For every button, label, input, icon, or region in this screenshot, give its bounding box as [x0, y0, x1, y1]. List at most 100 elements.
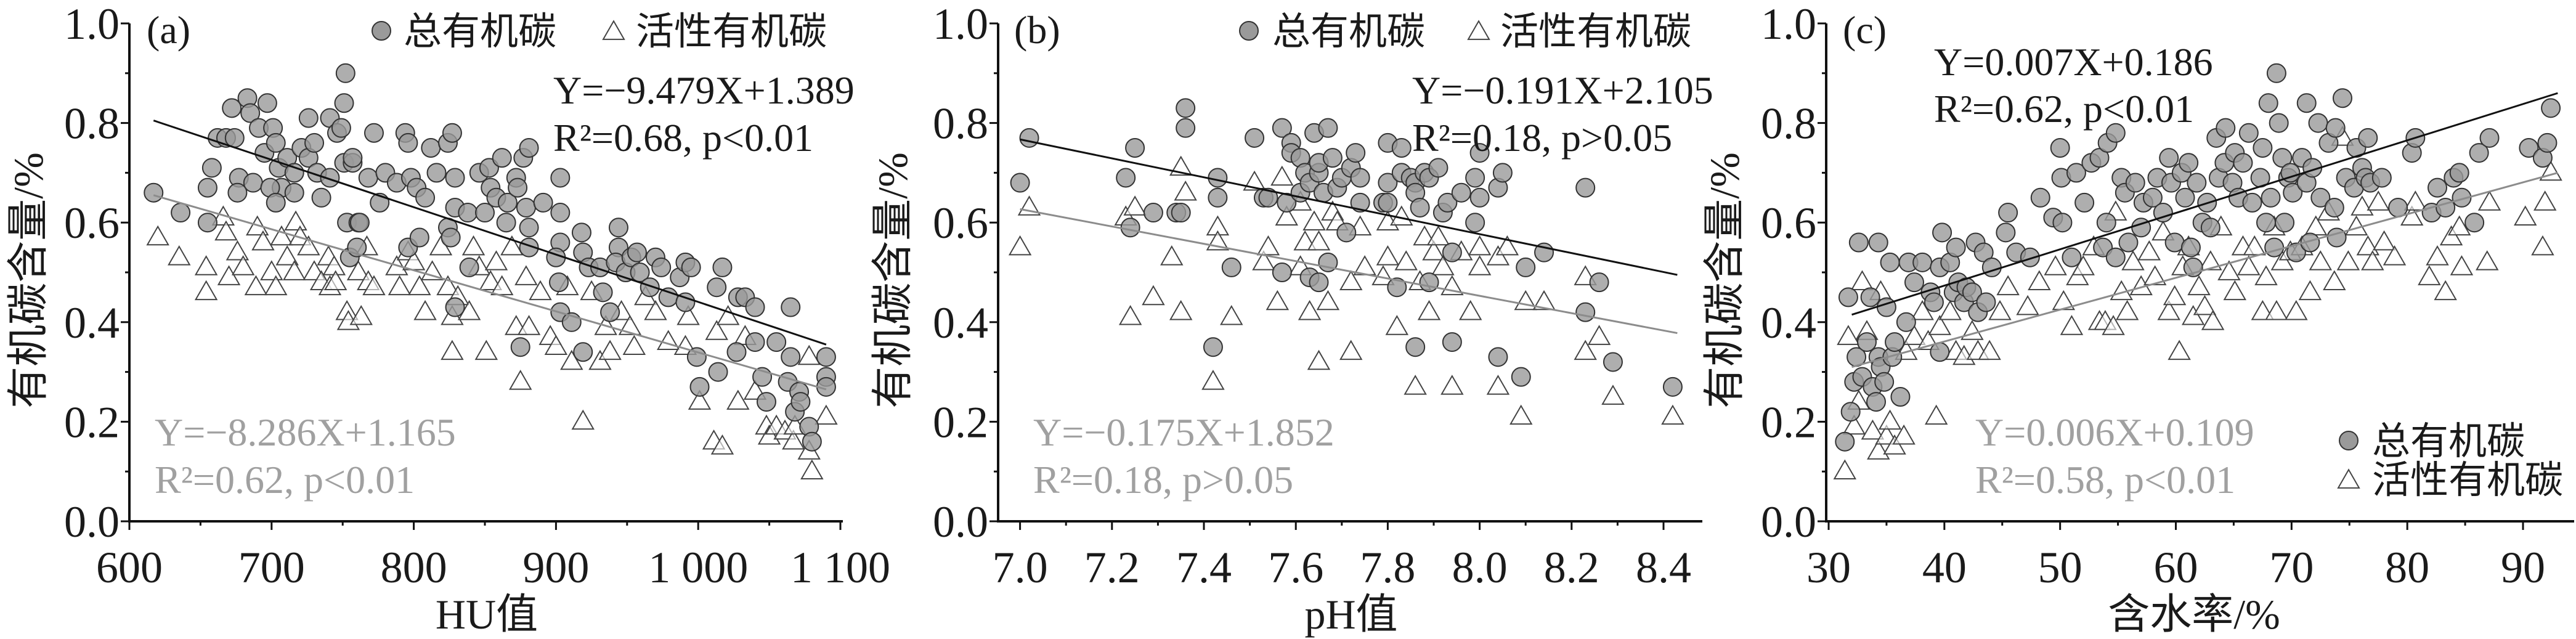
active-organic-carbon-point	[2447, 215, 2471, 236]
total-organic-carbon-point	[1245, 128, 1265, 148]
y-tick-label: 0.2	[1761, 397, 1816, 447]
active-organic-carbon-point	[2157, 299, 2180, 320]
active-organic-carbon-point	[1928, 315, 1952, 335]
active-organic-carbon-equation: Y=−8.286X+1.165	[155, 410, 456, 454]
active-organic-carbon-fit-line	[153, 194, 827, 391]
total-organic-carbon-point	[496, 213, 516, 233]
total-organic-carbon-point	[459, 257, 479, 277]
y-tick-label: 0.2	[933, 397, 988, 447]
total-organic-carbon-point	[492, 148, 512, 168]
total-organic-carbon-point	[1973, 242, 1994, 263]
active-organic-carbon-point	[2350, 195, 2374, 216]
active-organic-carbon-point	[2193, 295, 2217, 315]
total-organic-carbon-point	[475, 203, 495, 223]
total-organic-carbon-point	[1208, 187, 1228, 208]
x-tick-label: 30	[1806, 543, 1851, 592]
total-organic-carbon-point	[2238, 123, 2259, 143]
active-organic-carbon-point	[251, 230, 275, 251]
active-organic-carbon-point	[474, 340, 498, 360]
total-organic-carbon-point	[1868, 232, 1888, 253]
total-organic-carbon-point	[573, 342, 593, 362]
total-organic-carbon-point	[550, 168, 571, 188]
total-organic-carbon-point	[781, 347, 801, 367]
total-organic-carbon-point	[497, 192, 518, 213]
total-organic-carbon-point	[1019, 128, 1039, 148]
active-organic-carbon-point	[2367, 190, 2390, 211]
active-organic-carbon-point	[1270, 165, 1294, 186]
x-tick-label: 7.0	[993, 543, 1048, 592]
active-organic-carbon-point	[1118, 304, 1142, 325]
active-organic-carbon-point	[800, 459, 824, 480]
y-tick-label: 0.0	[933, 497, 988, 547]
total-organic-carbon-point	[409, 227, 429, 248]
total-organic-carbon-point	[266, 132, 286, 153]
active-organic-carbon-point	[1833, 459, 1857, 480]
y-tick-label: 0.4	[933, 298, 988, 348]
total-organic-carbon-equation: Y=−9.479X+1.389	[553, 68, 855, 112]
active-organic-carbon-point	[705, 320, 728, 340]
total-organic-carbon-point	[600, 302, 620, 322]
total-organic-carbon-point	[2066, 163, 2086, 183]
total-organic-carbon-point	[790, 392, 811, 412]
total-organic-carbon-point	[1469, 187, 1490, 208]
total-organic-carbon-point	[2296, 93, 2317, 113]
y-tick-label: 0.0	[1761, 497, 1816, 547]
active-organic-carbon-point	[479, 270, 502, 290]
total-organic-carbon-point	[756, 392, 776, 412]
active-organic-carbon-point	[1532, 290, 1556, 311]
total-organic-carbon-point	[1885, 332, 1905, 352]
total-organic-carbon-point	[2118, 232, 2139, 253]
total-organic-carbon-point	[1116, 168, 1136, 188]
total-organic-carbon-point	[2179, 153, 2199, 173]
active-organic-carbon-point	[1256, 235, 1280, 256]
total-organic-carbon-point	[335, 63, 356, 83]
active-organic-carbon-point	[1468, 235, 1492, 256]
total-organic-carbon-point	[266, 192, 286, 213]
total-organic-carbon-point	[1309, 272, 1329, 293]
total-organic-carbon-point	[2464, 213, 2485, 233]
legend-label-total-organic-carbon: 总有机碳	[1272, 11, 1425, 53]
total-organic-carbon-stats: R²=0.18, p>0.05	[1412, 116, 1672, 160]
active-organic-carbon-point	[726, 389, 750, 410]
x-axis-title: pH值	[1304, 591, 1397, 638]
active-organic-carbon-point	[2251, 299, 2275, 320]
x-tick-label: 40	[1922, 543, 1967, 592]
y-tick-label: 0.4	[1761, 298, 1816, 348]
y-axis-title: 有机碳含量/%	[1701, 152, 1748, 409]
total-organic-carbon-point	[1350, 168, 1370, 188]
active-organic-carbon-point	[2217, 260, 2241, 280]
active-organic-carbon-point	[413, 299, 437, 320]
total-organic-carbon-point	[1258, 187, 1278, 208]
active-organic-carbon-point	[214, 220, 238, 241]
total-organic-carbon-point	[519, 237, 539, 258]
active-organic-carbon-equation: Y=0.006X+0.109	[1975, 410, 2254, 454]
total-organic-carbon-point	[1171, 203, 1191, 223]
active-organic-carbon-point	[529, 280, 552, 301]
active-organic-carbon-point	[2137, 240, 2161, 261]
y-axis-title: 有机碳含量/%	[869, 152, 916, 409]
active-organic-carbon-point	[1486, 245, 1510, 266]
total-organic-carbon-point	[144, 182, 164, 203]
total-organic-carbon-point	[358, 168, 378, 188]
active-organic-carbon-point	[1850, 270, 1874, 290]
total-organic-carbon-point	[1904, 272, 1924, 293]
active-organic-carbon-stats: R²=0.62, p<0.01	[155, 458, 415, 502]
total-organic-carbon-point	[311, 187, 331, 208]
active-organic-carbon-point	[1371, 265, 1395, 285]
total-organic-carbon-point	[1838, 287, 1858, 307]
total-organic-carbon-point	[1511, 367, 1531, 387]
total-organic-carbon-point	[1143, 203, 1163, 223]
active-organic-carbon-point	[2243, 235, 2266, 256]
active-organic-carbon-point	[194, 280, 218, 301]
total-organic-carbon-point	[458, 203, 478, 223]
total-organic-carbon-point	[593, 282, 613, 303]
x-tick-label: 900	[522, 543, 589, 592]
active-organic-carbon-point	[362, 275, 386, 296]
x-tick-label: 50	[2038, 543, 2082, 592]
total-organic-carbon-fit-line	[1851, 92, 2558, 316]
total-organic-carbon-point	[1492, 163, 1513, 183]
total-organic-carbon-point	[2324, 197, 2344, 218]
total-organic-carbon-point	[1378, 173, 1398, 193]
